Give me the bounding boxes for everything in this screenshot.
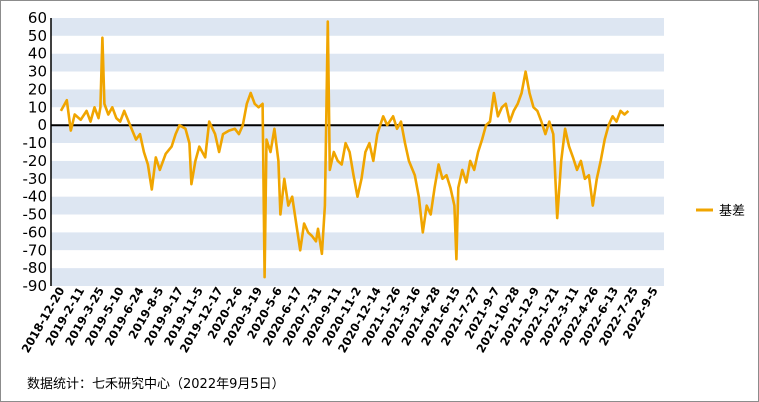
y-tick-label: 20 <box>28 80 47 98</box>
grid-band <box>51 250 664 269</box>
grid-band <box>51 214 664 233</box>
grid-band <box>51 89 664 108</box>
grid-band <box>51 232 664 251</box>
grid-band <box>51 71 664 90</box>
y-tick-label: 40 <box>28 45 47 63</box>
y-tick-label: 50 <box>28 27 47 45</box>
grid-band <box>51 268 664 286</box>
grid-band <box>51 178 664 197</box>
grid-band <box>51 196 664 215</box>
y-tick-label: -10 <box>23 134 48 152</box>
series-line-basis <box>59 20 630 279</box>
y-tick-label: -60 <box>23 223 48 241</box>
grid-band <box>51 107 664 126</box>
y-tick-label: 30 <box>28 63 47 81</box>
grid-band <box>51 35 664 54</box>
y-tick-label: -20 <box>23 152 48 170</box>
grid-band <box>51 160 664 179</box>
grid-band <box>51 125 664 144</box>
y-tick-label: -50 <box>23 206 48 224</box>
grid-bands <box>51 18 664 286</box>
y-tick-label: 10 <box>28 98 47 116</box>
legend: 基差 <box>696 204 745 219</box>
y-tick-label: -80 <box>23 259 48 277</box>
source-note: 数据统计：七禾研究中心（2022年9月5日） <box>27 377 285 392</box>
y-tick-label: 60 <box>28 9 47 27</box>
y-tick-label: -40 <box>23 188 48 206</box>
y-tick-label: -70 <box>23 241 48 259</box>
legend-label: 基差 <box>719 204 745 219</box>
y-tick-label: -90 <box>23 277 48 295</box>
grid-band <box>51 18 664 36</box>
y-tick-label: 0 <box>37 116 47 134</box>
grid-band <box>51 53 664 72</box>
x-axis-ticks: 2018-12-202019-2-112019-3-252019-5-10201… <box>19 284 661 355</box>
y-tick-label: -30 <box>23 170 48 188</box>
